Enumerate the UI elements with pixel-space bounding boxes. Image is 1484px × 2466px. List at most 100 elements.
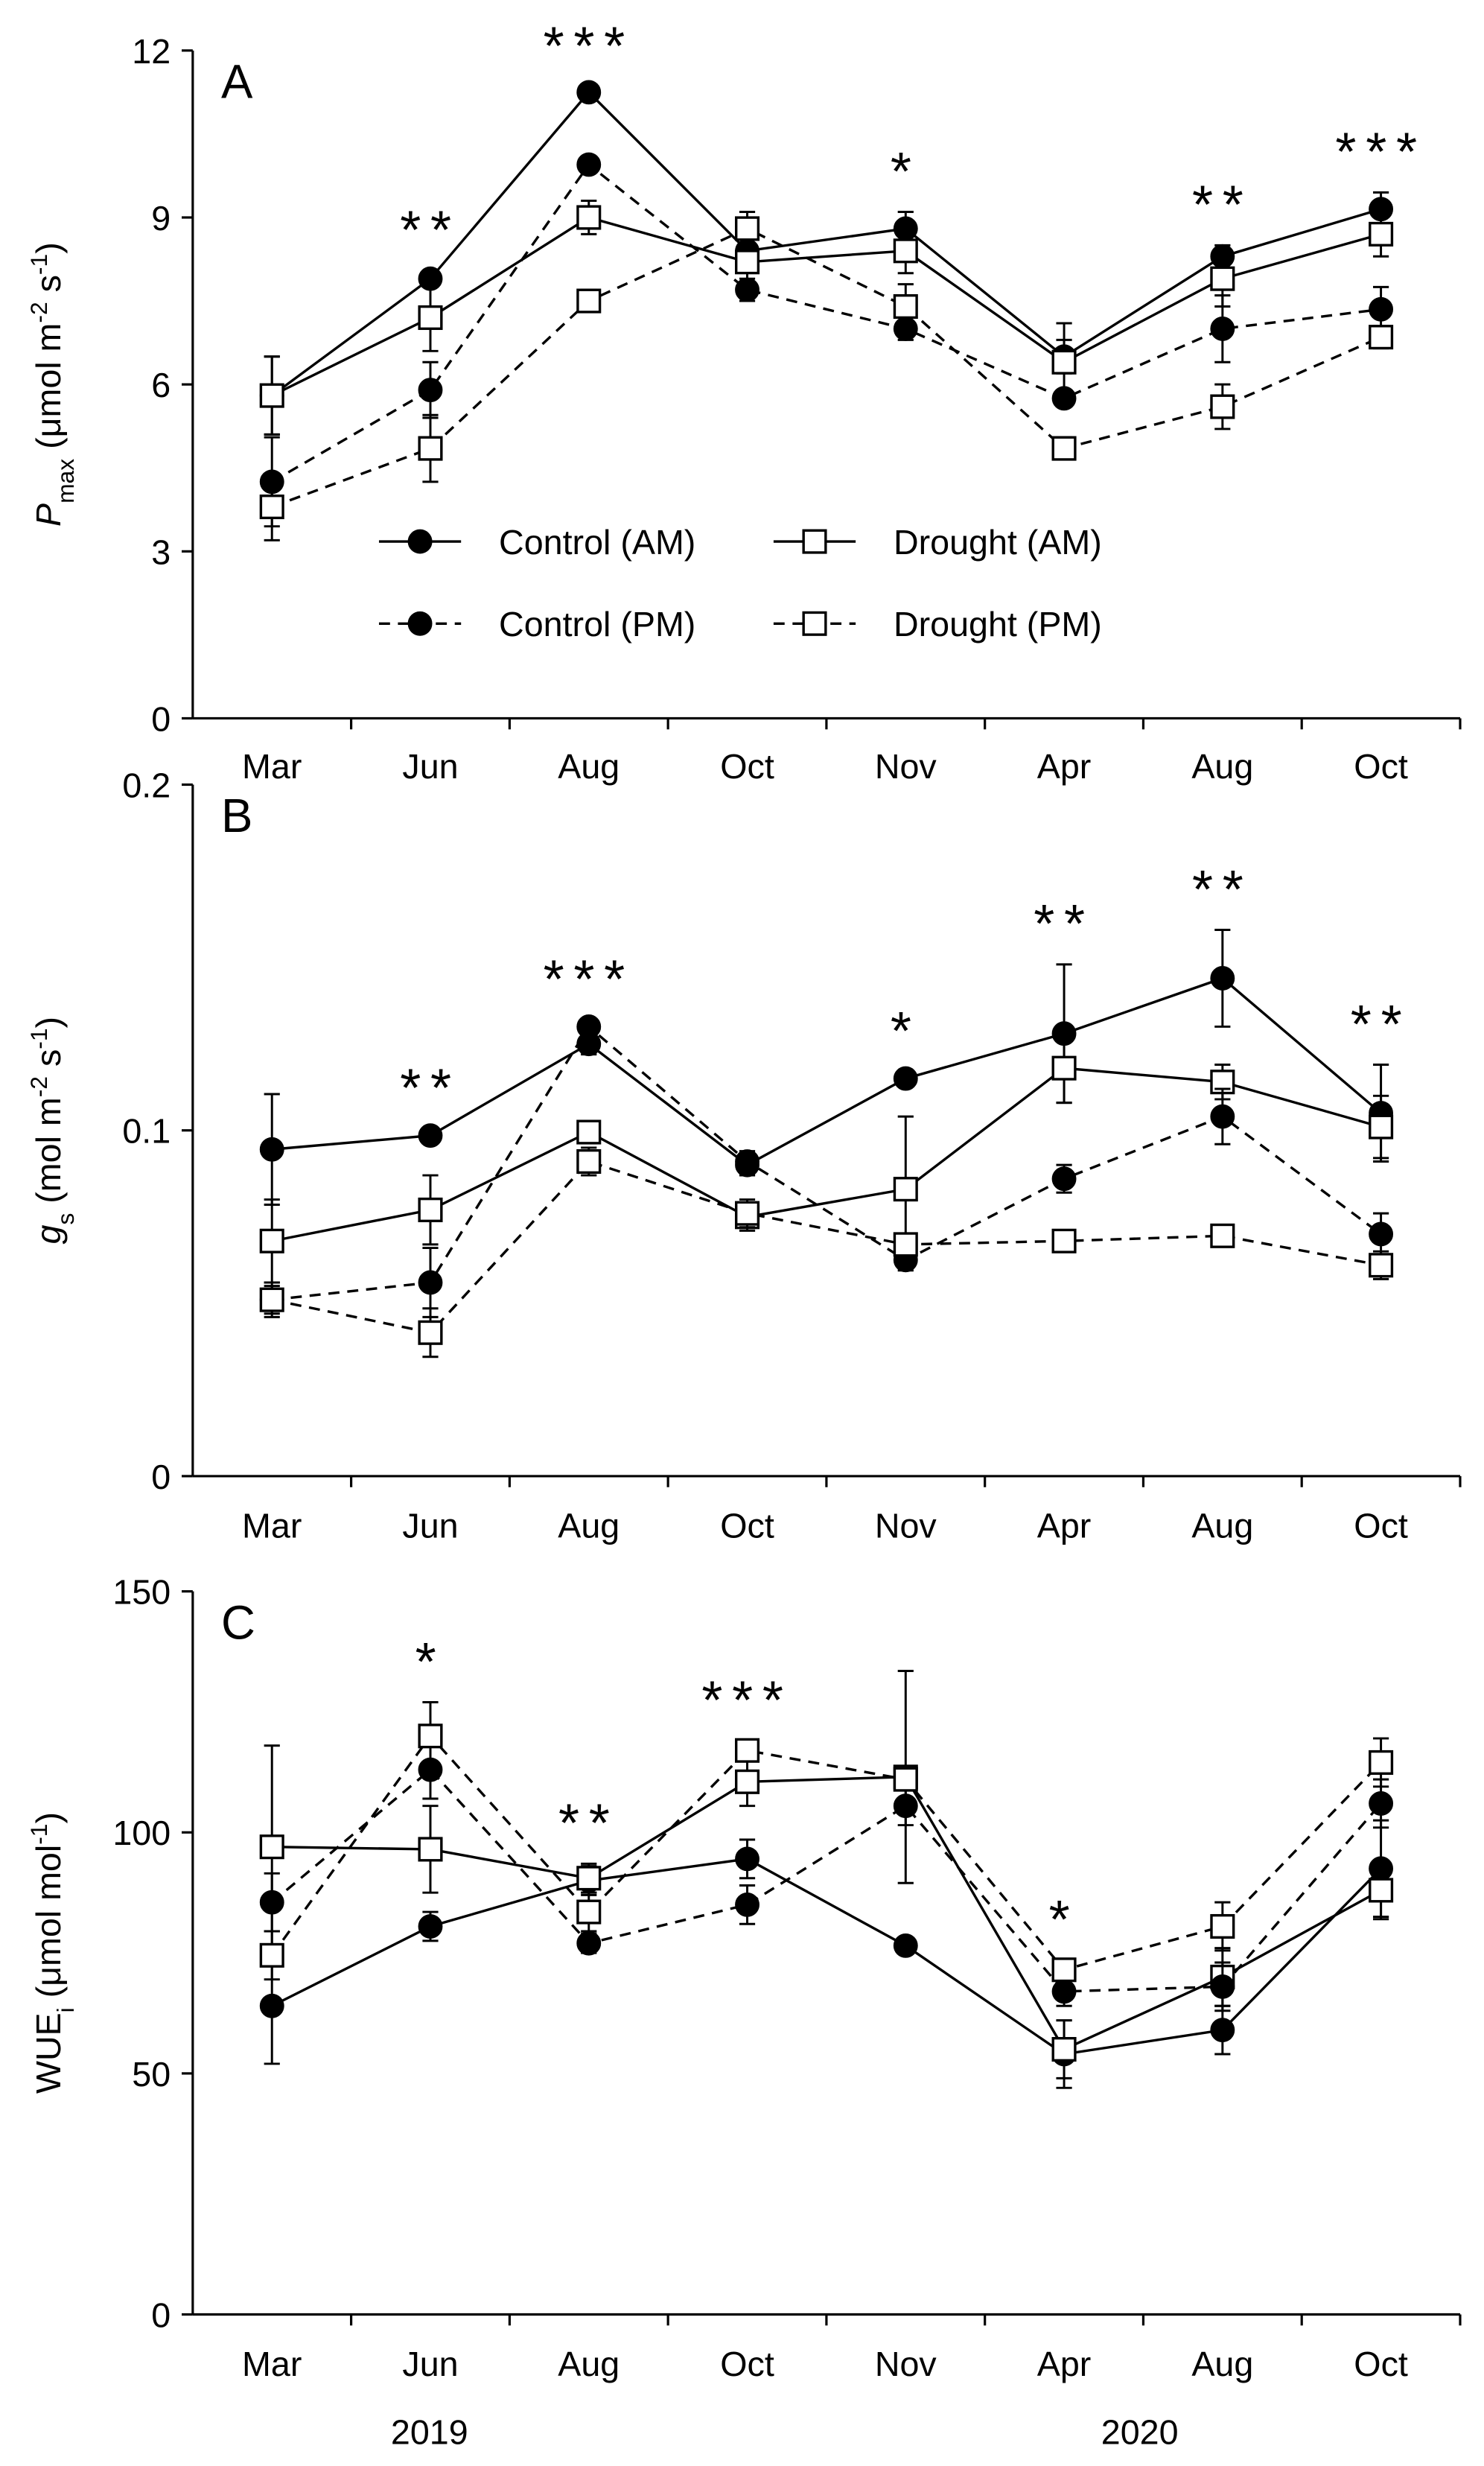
year-label: 2020 [1101, 2412, 1179, 2451]
series-line [271, 162, 1381, 483]
y-label-part: P [29, 503, 68, 527]
series-drought-pm [259, 1701, 1394, 1983]
data-point [893, 238, 918, 264]
data-point [1210, 2018, 1235, 2043]
data-point [259, 383, 284, 408]
y-label-part: s [29, 275, 68, 302]
data-point [734, 1738, 760, 1763]
data-point [418, 1837, 443, 1862]
significance-stars: ** [1034, 894, 1095, 954]
data-point [1369, 1114, 1394, 1140]
y-label-part: max [52, 459, 79, 503]
y-tick-label: 0 [151, 699, 171, 738]
data-point [893, 1177, 918, 1202]
panel-c: Mar Jun Aug Oct Nov Apr Aug Oct 0 50 100 150 C WUEi (… [25, 1573, 1462, 2383]
data-point [259, 1993, 284, 2018]
open-square-icon [802, 529, 827, 554]
data-point [893, 1232, 918, 1257]
y-label-part: ) [29, 1812, 68, 1824]
y-label-part: s [29, 1049, 68, 1076]
x-tick-label: Aug [558, 2345, 620, 2383]
significance-stars: *** [544, 950, 634, 1009]
data-point [1210, 266, 1235, 291]
series-drought-pm [259, 1146, 1394, 1358]
significance-stars: ** [1192, 176, 1253, 235]
data-point [1369, 221, 1394, 247]
significance-stars: ** [558, 1794, 620, 1854]
data-point [259, 1890, 284, 1915]
significance-stars: * [891, 142, 921, 202]
x-tick-label: Oct [720, 747, 774, 786]
data-point [734, 250, 760, 275]
y-label-part: ) [29, 1017, 68, 1029]
data-point [576, 1148, 602, 1175]
series-line [271, 90, 1382, 397]
x-tick-label: Nov [875, 747, 937, 786]
data-point [418, 436, 443, 461]
y-label-part: WUE [29, 2012, 68, 2094]
data-point [1369, 1253, 1394, 1278]
data-point [1051, 2037, 1077, 2062]
significance-stars: ** [1192, 860, 1253, 920]
panel-a: Mar Jun Aug Oct Nov Apr Aug Oct 0 3 6 9 12 A Pmax (μmo… [25, 17, 1462, 786]
x-tick-label: Jun [402, 1507, 458, 1545]
data-point [259, 1834, 284, 1860]
data-point [418, 1123, 443, 1148]
series-line [271, 1858, 1382, 2056]
data-point [1210, 1913, 1235, 1939]
series-line [271, 1767, 1382, 1993]
x-tick-label: Aug [558, 1507, 620, 1545]
data-point [1210, 1974, 1235, 1999]
significance-stars: *** [1335, 123, 1426, 182]
y-tick-label: 100 [112, 1814, 171, 1852]
data-point [893, 1767, 918, 1792]
data-point [259, 495, 284, 520]
y-tick-label: 50 [132, 2055, 171, 2094]
x-tick-label: Nov [875, 1507, 937, 1545]
data-point [735, 1892, 759, 1917]
legend-item: Control (AM) [378, 523, 695, 562]
data-point [893, 294, 918, 320]
data-point [1369, 1878, 1394, 1903]
legend-label: Drought (AM) [894, 523, 1102, 562]
series-line [272, 976, 1382, 1167]
panel-letter: B [221, 789, 252, 842]
data-point [734, 1769, 760, 1794]
significance-stars: * [891, 1002, 921, 1061]
series-control-pm [259, 1014, 1394, 1318]
data-point [1210, 1223, 1235, 1248]
data-point [1051, 1979, 1077, 2004]
series-line [272, 1024, 1382, 1301]
y-tick-label: 0 [151, 2295, 171, 2334]
open-square-icon [802, 611, 827, 636]
series-line [271, 216, 1382, 397]
y-label-part: (μmol mol [29, 1845, 68, 2008]
filled-circle-icon [407, 529, 433, 554]
data-point [576, 1930, 602, 1956]
series-drought-am [259, 200, 1394, 436]
series-line [272, 1776, 1382, 2051]
y-tick-label: 0 [151, 1458, 171, 1496]
data-point [1210, 394, 1235, 419]
y-axis-label: Pmax (μmol m-2 s-1) [25, 242, 79, 527]
data-point [1369, 325, 1394, 350]
panel-letter: A [221, 55, 253, 108]
data-point [893, 1933, 918, 1958]
x-tick-label: Oct [1354, 2345, 1408, 2383]
x-tick-label: Aug [1191, 1507, 1253, 1545]
legend-item: Control (PM) [378, 605, 695, 643]
x-tick-label: Jun [402, 2345, 458, 2383]
data-point [259, 1137, 284, 1162]
significance-stars: * [415, 1633, 446, 1692]
y-tick-label: 12 [132, 32, 171, 71]
data-point [576, 1014, 602, 1039]
legend-label: Control (AM) [499, 523, 695, 562]
data-point [1210, 1104, 1235, 1129]
series-drought-pm [259, 211, 1394, 541]
y-tick-label: 3 [151, 533, 171, 571]
x-tick-label: Mar [242, 1507, 302, 1545]
y-label-part: -2 [25, 1076, 52, 1097]
data-point [735, 1846, 759, 1872]
y-tick-label: 6 [151, 366, 171, 404]
